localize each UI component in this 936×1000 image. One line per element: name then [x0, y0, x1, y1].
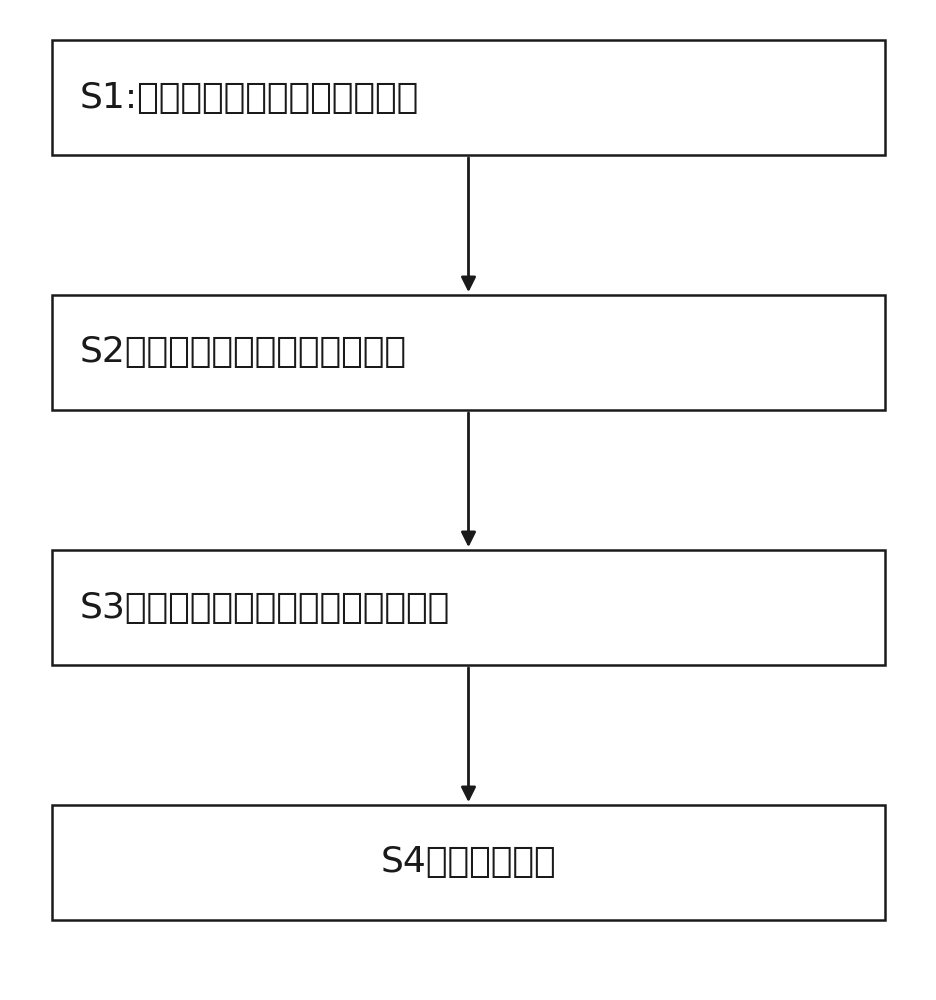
FancyBboxPatch shape	[51, 550, 885, 665]
Text: S1:设置具有均匀引出孔的栅网；: S1:设置具有均匀引出孔的栅网；	[80, 81, 418, 114]
Text: S4：安装栅网；: S4：安装栅网；	[380, 846, 556, 880]
Text: S3：二次调整栅网上引出孔的分布；: S3：二次调整栅网上引出孔的分布；	[80, 590, 449, 624]
FancyBboxPatch shape	[51, 40, 885, 155]
FancyBboxPatch shape	[51, 805, 885, 920]
Text: S2：调整栅网上引出孔的分布；: S2：调整栅网上引出孔的分布；	[80, 336, 406, 369]
FancyBboxPatch shape	[51, 295, 885, 410]
